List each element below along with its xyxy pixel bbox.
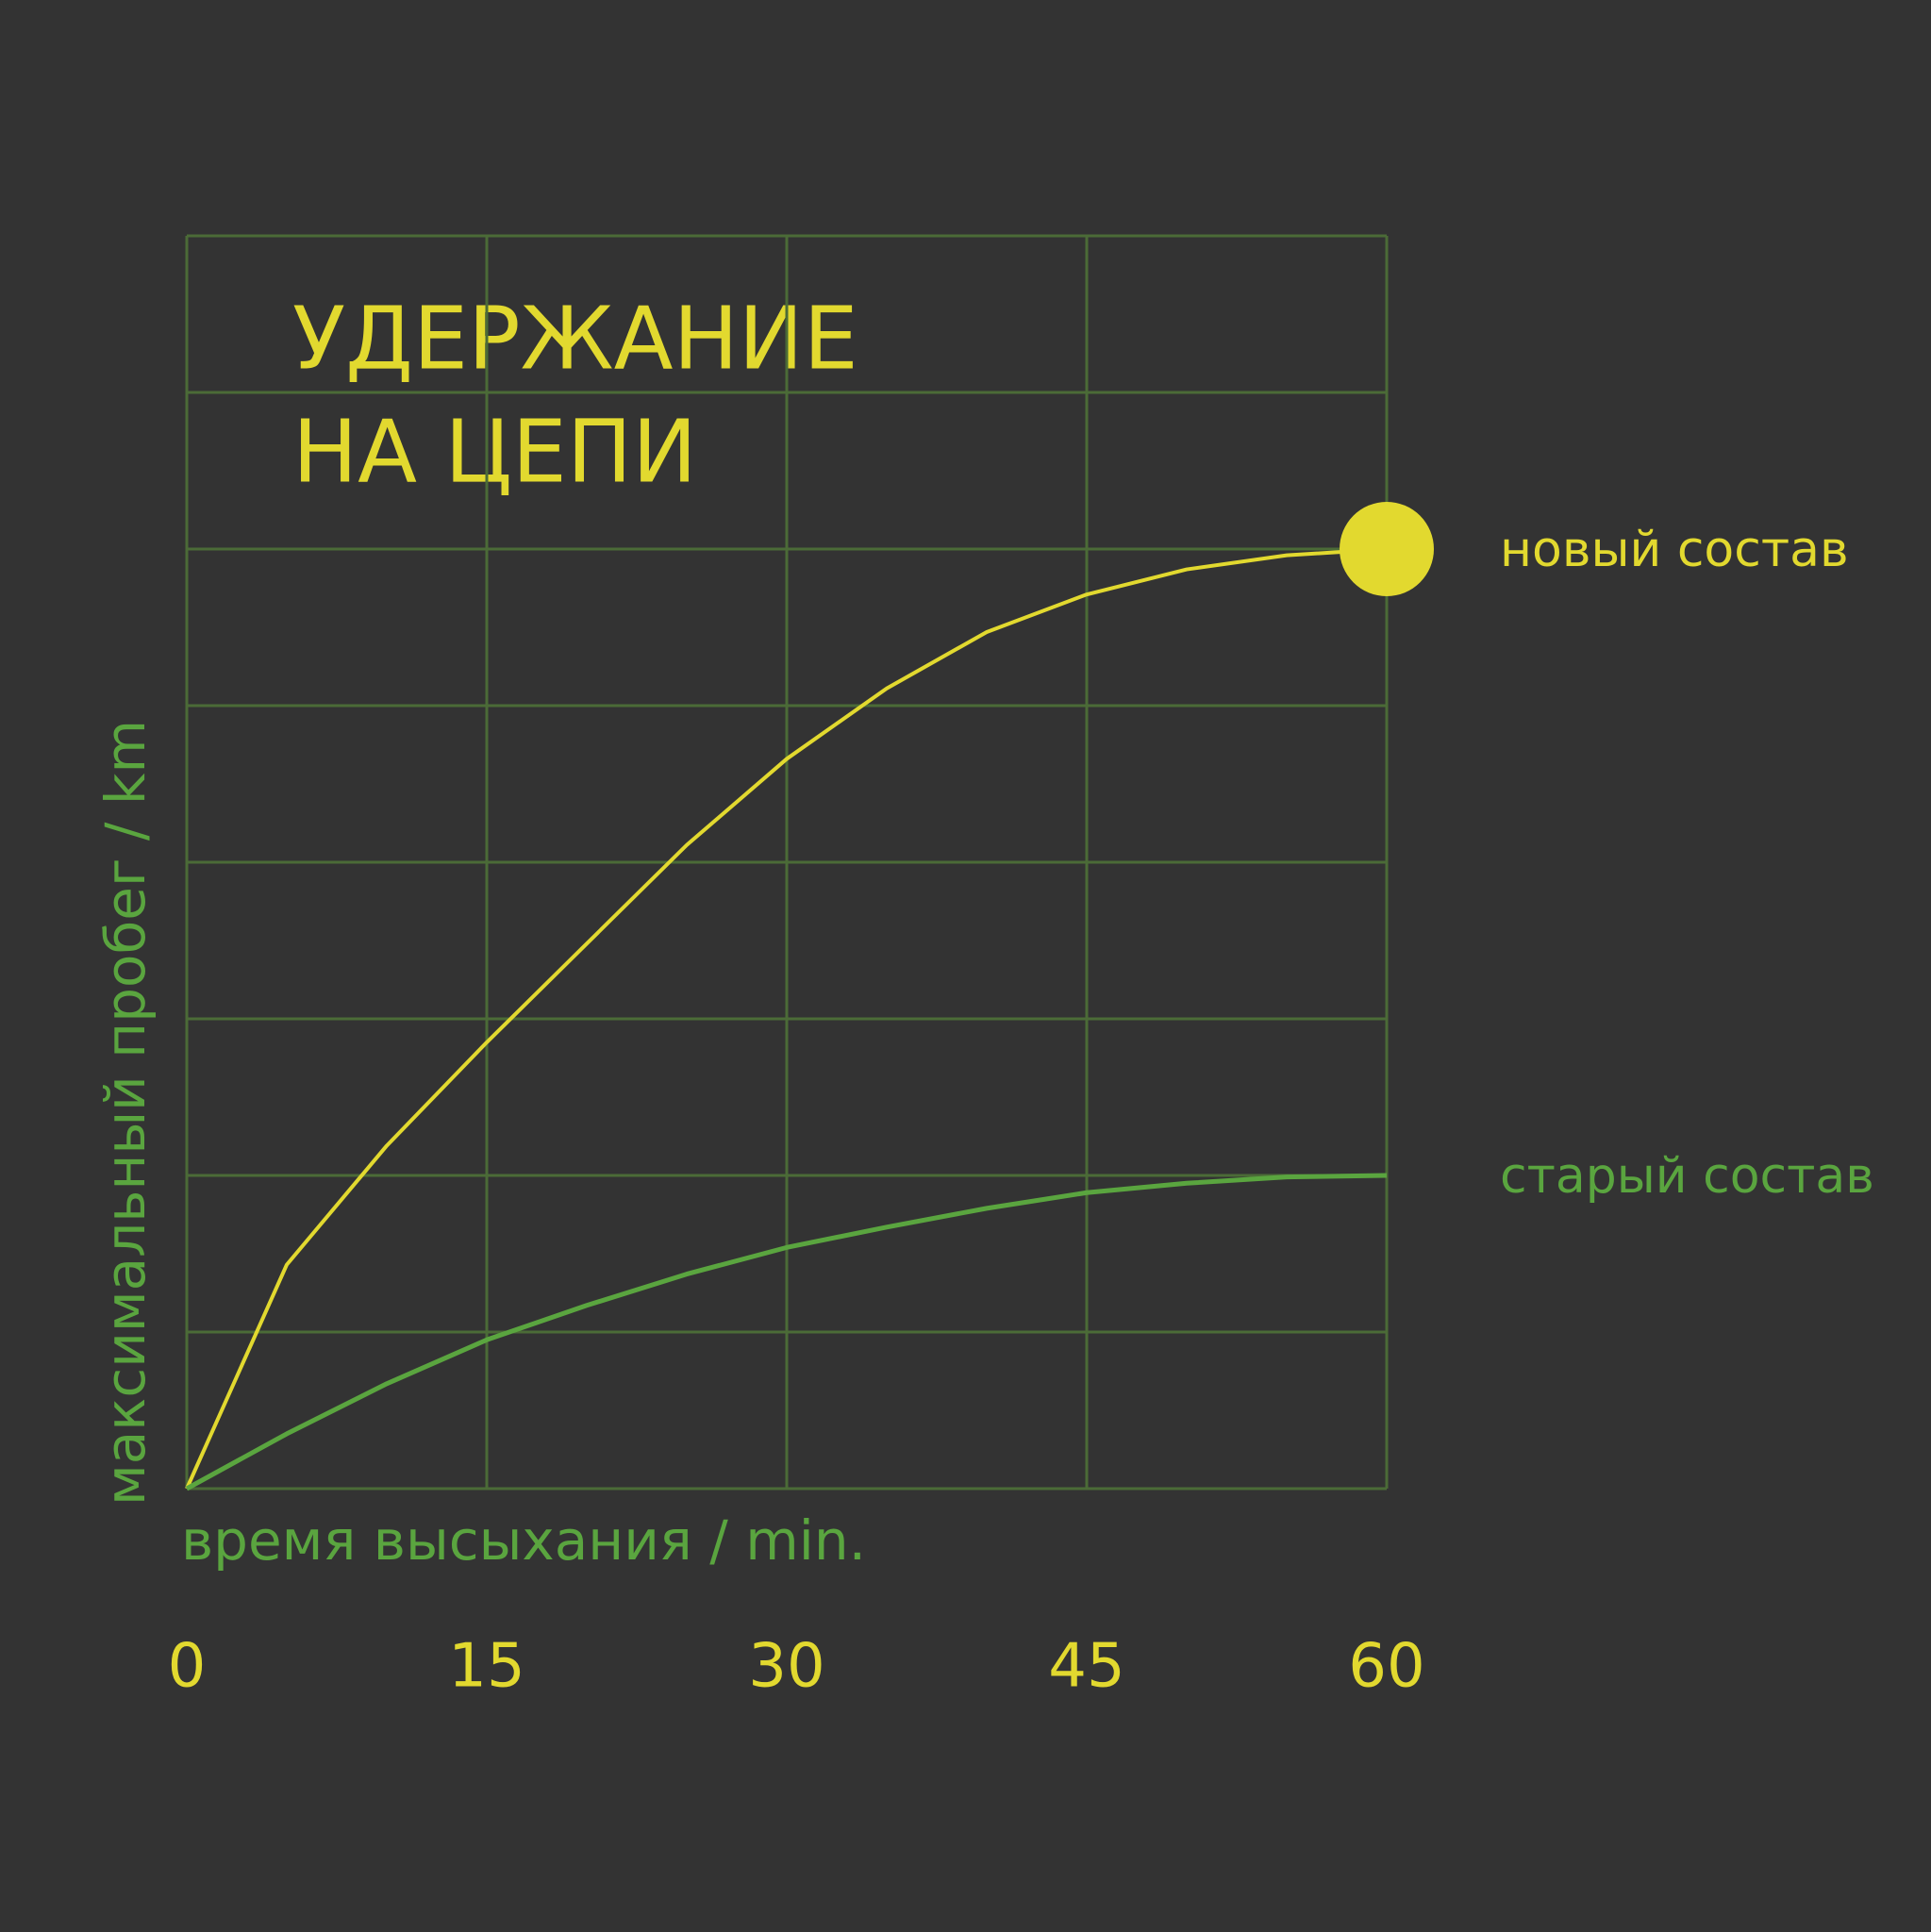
legend-label: новый состав xyxy=(1500,522,1849,578)
chart-title: НА ЦЕПИ xyxy=(292,401,697,502)
end-marker xyxy=(1340,502,1434,596)
x-tick-label: 60 xyxy=(1348,1632,1424,1702)
x-tick-label: 15 xyxy=(448,1632,524,1702)
x-axis-label: время высыхания / min. xyxy=(181,1508,866,1573)
data-line xyxy=(185,1173,1388,1491)
legend-label: старый состав xyxy=(1500,1148,1874,1205)
x-tick-label: 30 xyxy=(748,1632,824,1702)
x-tick-label: 0 xyxy=(168,1632,207,1702)
y-axis-label: максимальный пробег / km xyxy=(93,720,158,1506)
x-tick-label: 45 xyxy=(1048,1632,1124,1702)
chart-title: УДЕРЖАНИЕ xyxy=(292,288,858,389)
data-line xyxy=(185,547,1388,1490)
